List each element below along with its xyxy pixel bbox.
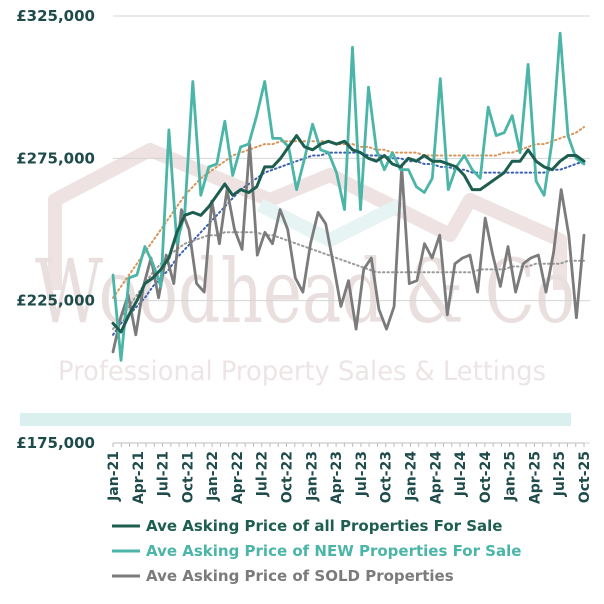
series-line-new: [111, 31, 586, 362]
x-tick-label: Oct-21: [180, 451, 196, 503]
y-axis-ticks: £175,000 £225,000 £275,000 £325,000: [16, 7, 95, 452]
x-tick-label: Oct-25: [577, 451, 593, 503]
trendline: [112, 231, 585, 331]
legend-item-all-label: Ave Asking Price of all Properties For S…: [146, 517, 502, 535]
x-tick-label: Jul-25: [552, 451, 568, 497]
x-tick-label: Oct-22: [280, 451, 296, 503]
x-tick-label: Jan-21: [106, 451, 122, 502]
x-tick-label: Apr-21: [131, 451, 147, 504]
y-tick-label: £175,000: [16, 434, 95, 452]
series-lines: [111, 31, 586, 362]
watermark-band: [20, 413, 571, 426]
x-tick-label: Jul-21: [156, 451, 172, 497]
x-tick-label: Oct-24: [478, 451, 494, 503]
x-tick-label: Jul-22: [255, 451, 271, 497]
x-axis: Jan-21 Apr-21 Jul-21 Oct-21 Jan-22 Apr-22 Jul-…: [106, 442, 593, 504]
x-tick-label: Apr-23: [329, 451, 345, 504]
x-tick-label: Apr-24: [428, 451, 444, 504]
x-tick-label: Jan-25: [503, 451, 519, 502]
x-tick-label: Oct-23: [379, 451, 395, 503]
y-tick-label: £325,000: [16, 7, 95, 25]
series-line-sold: [111, 142, 586, 354]
x-tick-label: Jul-23: [354, 451, 370, 497]
y-tick-label: £275,000: [16, 149, 95, 167]
watermark-roof-shape: [48, 143, 567, 290]
x-tick-label: Jan-24: [403, 451, 419, 502]
legend-item-sold-label: Ave Asking Price of SOLD Properties: [146, 567, 454, 585]
x-tick-label: Jan-23: [304, 451, 320, 502]
legend: Ave Asking Price of all Properties For S…: [112, 517, 521, 585]
legend-item-new-label: Ave Asking Price of NEW Properties For S…: [146, 542, 521, 560]
watermark-tagline: Professional Property Sales & Lettings: [58, 356, 546, 387]
watermark: Woodhead & Co Professional Property Sale…: [20, 143, 575, 426]
x-tick-label: Jan-22: [205, 451, 221, 502]
x-tick-label: Apr-22: [230, 451, 246, 504]
y-tick-label: £225,000: [16, 292, 95, 310]
series-line-all: [111, 134, 586, 334]
x-tick-label: Apr-25: [527, 451, 543, 504]
x-tick-label: Jul-24: [453, 451, 469, 498]
